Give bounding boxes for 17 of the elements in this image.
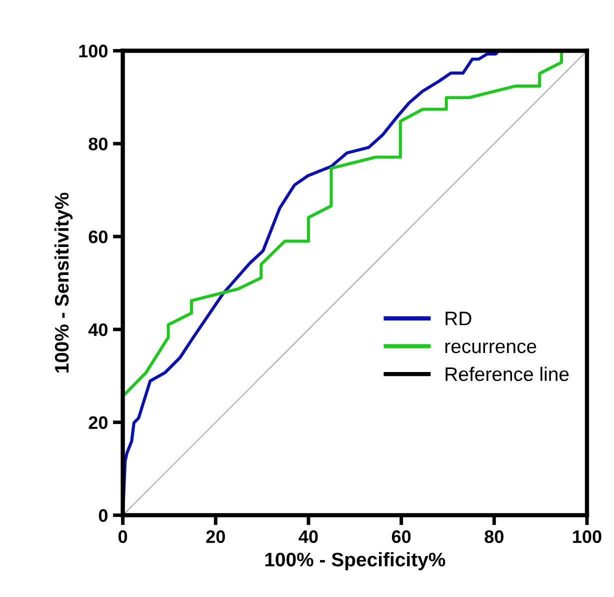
x-tick-label: 0 (118, 530, 128, 544)
y-tick-label: 0 (98, 509, 108, 522)
y-tick-label: 20 (88, 416, 108, 430)
x-tick-label: 40 (298, 530, 318, 544)
y-tick-label: 60 (88, 230, 108, 244)
x-axis-title: 100% - Specificity% (265, 552, 446, 570)
x-tick-label: 60 (392, 530, 411, 544)
y-axis-title: 100% - Sensitivity% (54, 192, 73, 373)
x-tick-label: 20 (206, 530, 225, 544)
x-tick-label: 80 (484, 530, 504, 544)
legend-label: RD (446, 312, 472, 326)
y-tick-label: 40 (88, 323, 108, 336)
x-tick-label: 100 (573, 530, 602, 544)
y-tick-label: 100 (79, 44, 108, 58)
legend-label: Reference line (446, 366, 569, 382)
y-tick-label: 80 (88, 138, 108, 150)
legend-label: recurrence (445, 342, 536, 354)
